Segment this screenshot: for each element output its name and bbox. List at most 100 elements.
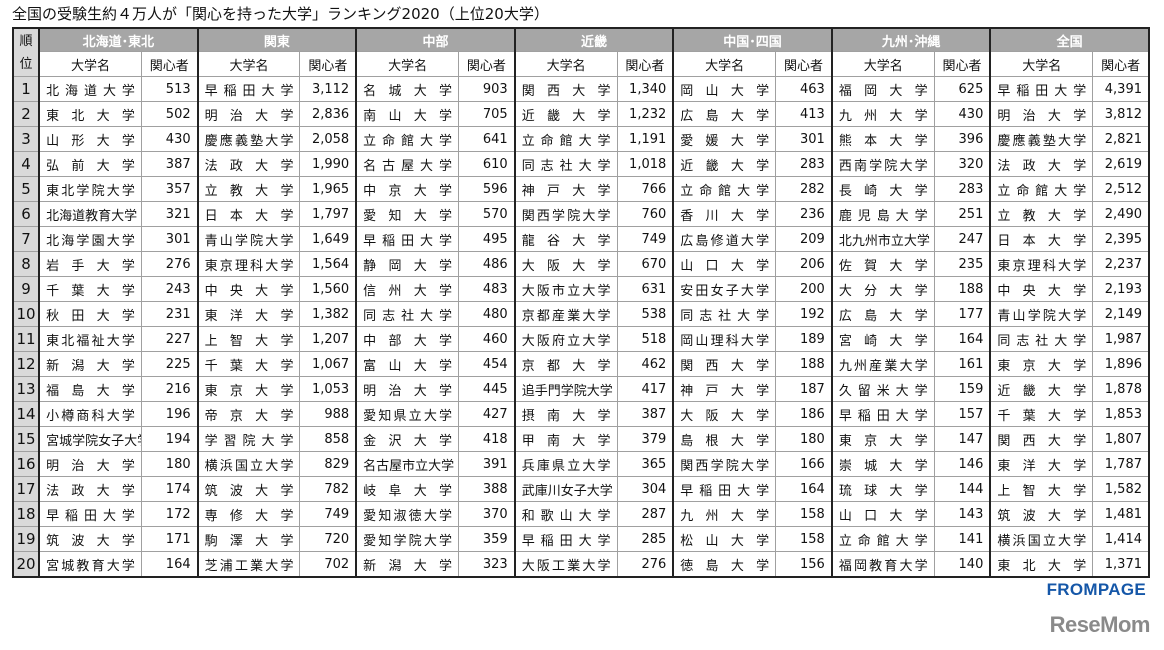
interest-count: 518	[616, 326, 674, 352]
interest-count: 396	[933, 126, 991, 152]
region-header: 近畿	[513, 27, 674, 52]
university-name: 岡山理科大学	[672, 326, 777, 352]
interest-count: 463	[775, 76, 833, 102]
interest-count-header: 関心者	[616, 51, 674, 77]
university-name: 追手門学院大学	[513, 376, 618, 402]
university-name: 立命館大学	[355, 126, 460, 152]
interest-count: 188	[933, 276, 991, 302]
interest-count: 216	[140, 376, 199, 402]
university-name: 北海道大学	[38, 76, 142, 102]
rank-cell: 13	[12, 376, 40, 402]
university-name: 中央大学	[989, 276, 1094, 302]
university-name: 名古屋市立大学	[355, 451, 460, 477]
interest-count: 749	[616, 226, 674, 252]
university-name: 同志社大学	[355, 301, 460, 327]
university-name: 愛知淑徳大学	[355, 501, 460, 527]
table-row: 19 筑波大学 171 駒澤大学 720 愛知学院大学 359 早稲田大学 285 松山大学 158…	[12, 526, 1150, 552]
university-name: 九州大学	[672, 501, 777, 527]
interest-count: 391	[458, 451, 516, 477]
university-name: 筑波大学	[196, 476, 301, 502]
university-name: 松山大学	[672, 526, 777, 552]
interest-count: 379	[616, 426, 674, 452]
university-name: 早稲田大学	[196, 76, 301, 102]
university-name: 近畿大学	[989, 376, 1094, 402]
interest-count: 188	[775, 351, 833, 377]
university-name: 大阪市立大学	[513, 276, 618, 302]
interest-count: 2,619	[1092, 151, 1150, 177]
university-name: 東京大学	[989, 351, 1094, 377]
interest-count: 161	[933, 351, 991, 377]
interest-count: 189	[775, 326, 833, 352]
interest-count: 1,807	[1092, 426, 1150, 452]
university-name: 東北大学	[38, 101, 142, 127]
university-name: 千葉大学	[196, 351, 301, 377]
university-name: 同志社大学	[989, 326, 1094, 352]
interest-count: 1,987	[1092, 326, 1150, 352]
university-name: 小樽商科大学	[38, 401, 142, 427]
region-header: 中部	[355, 27, 516, 52]
interest-count: 2,395	[1092, 226, 1150, 252]
interest-count: 705	[458, 101, 516, 127]
university-name: 慶應義塾大学	[196, 126, 301, 152]
university-name: 早稲田大学	[513, 526, 618, 552]
interest-count: 2,836	[299, 101, 357, 127]
university-name: 芝浦工業大学	[196, 551, 301, 578]
interest-count: 1,481	[1092, 501, 1150, 527]
interest-count: 141	[933, 526, 991, 552]
interest-count: 1,853	[1092, 401, 1150, 427]
university-name: 中央大学	[196, 276, 301, 302]
interest-count: 186	[775, 401, 833, 427]
university-name: 立命館大学	[989, 176, 1094, 202]
interest-count: 702	[299, 551, 357, 578]
column-header-row: 大学名 関心者 大学名 関心者 大学名 関心者 大学名 関心者 大学名 関心者 大学名 関心者 大学名関…	[13, 51, 1150, 77]
university-name: 弘前大学	[38, 151, 142, 177]
interest-count: 631	[616, 276, 674, 302]
interest-count: 283	[775, 151, 833, 177]
university-name: 九州大学	[830, 101, 935, 127]
interest-count: 2,821	[1092, 126, 1150, 152]
rank-cell: 20	[12, 551, 40, 578]
interest-count: 1,371	[1092, 551, 1150, 578]
interest-count: 430	[140, 126, 199, 152]
university-name: 神戸大学	[672, 376, 777, 402]
university-name: 東洋大学	[989, 451, 1094, 477]
interest-count: 276	[616, 551, 674, 578]
university-name: 武庫川女子大学	[513, 476, 618, 502]
university-name: 関西大学	[672, 351, 777, 377]
interest-count: 2,058	[299, 126, 357, 152]
interest-count: 164	[775, 476, 833, 502]
interest-count: 1,560	[299, 276, 357, 302]
university-name: 新潟大学	[38, 351, 142, 377]
university-name: 早稲田大学	[355, 226, 460, 252]
university-name: 信州大学	[355, 276, 460, 302]
interest-count: 180	[140, 451, 199, 477]
interest-count: 903	[458, 76, 516, 102]
region-header: 九州･沖縄	[830, 27, 991, 52]
interest-count: 140	[933, 551, 991, 578]
interest-count: 782	[299, 476, 357, 502]
interest-count: 276	[140, 251, 199, 277]
interest-count: 194	[140, 426, 199, 452]
interest-count: 513	[140, 76, 199, 102]
rank-cell: 10	[12, 301, 40, 327]
university-name: 青山学院大学	[196, 226, 301, 252]
university-name: 慶應義塾大学	[989, 126, 1094, 152]
interest-count: 427	[458, 401, 516, 427]
interest-count: 225	[140, 351, 199, 377]
university-name: 神戸大学	[513, 176, 618, 202]
interest-count-header: 関心者	[933, 51, 991, 77]
university-name: 東北大学	[989, 551, 1094, 578]
university-name: 駒澤大学	[196, 526, 301, 552]
university-name: 同志社大学	[513, 151, 618, 177]
interest-count: 418	[458, 426, 516, 452]
university-name: 西南学院大学	[830, 151, 935, 177]
interest-count: 235	[933, 251, 991, 277]
interest-count: 610	[458, 151, 516, 177]
university-name: 東京理科大学	[989, 251, 1094, 277]
university-name-header: 大学名	[38, 51, 142, 77]
rank-cell: 18	[12, 501, 40, 527]
rank-cell: 8	[12, 251, 40, 277]
university-name: 筑波大学	[989, 501, 1094, 527]
rank-cell: 16	[12, 451, 40, 477]
university-name: 近畿大学	[513, 101, 618, 127]
